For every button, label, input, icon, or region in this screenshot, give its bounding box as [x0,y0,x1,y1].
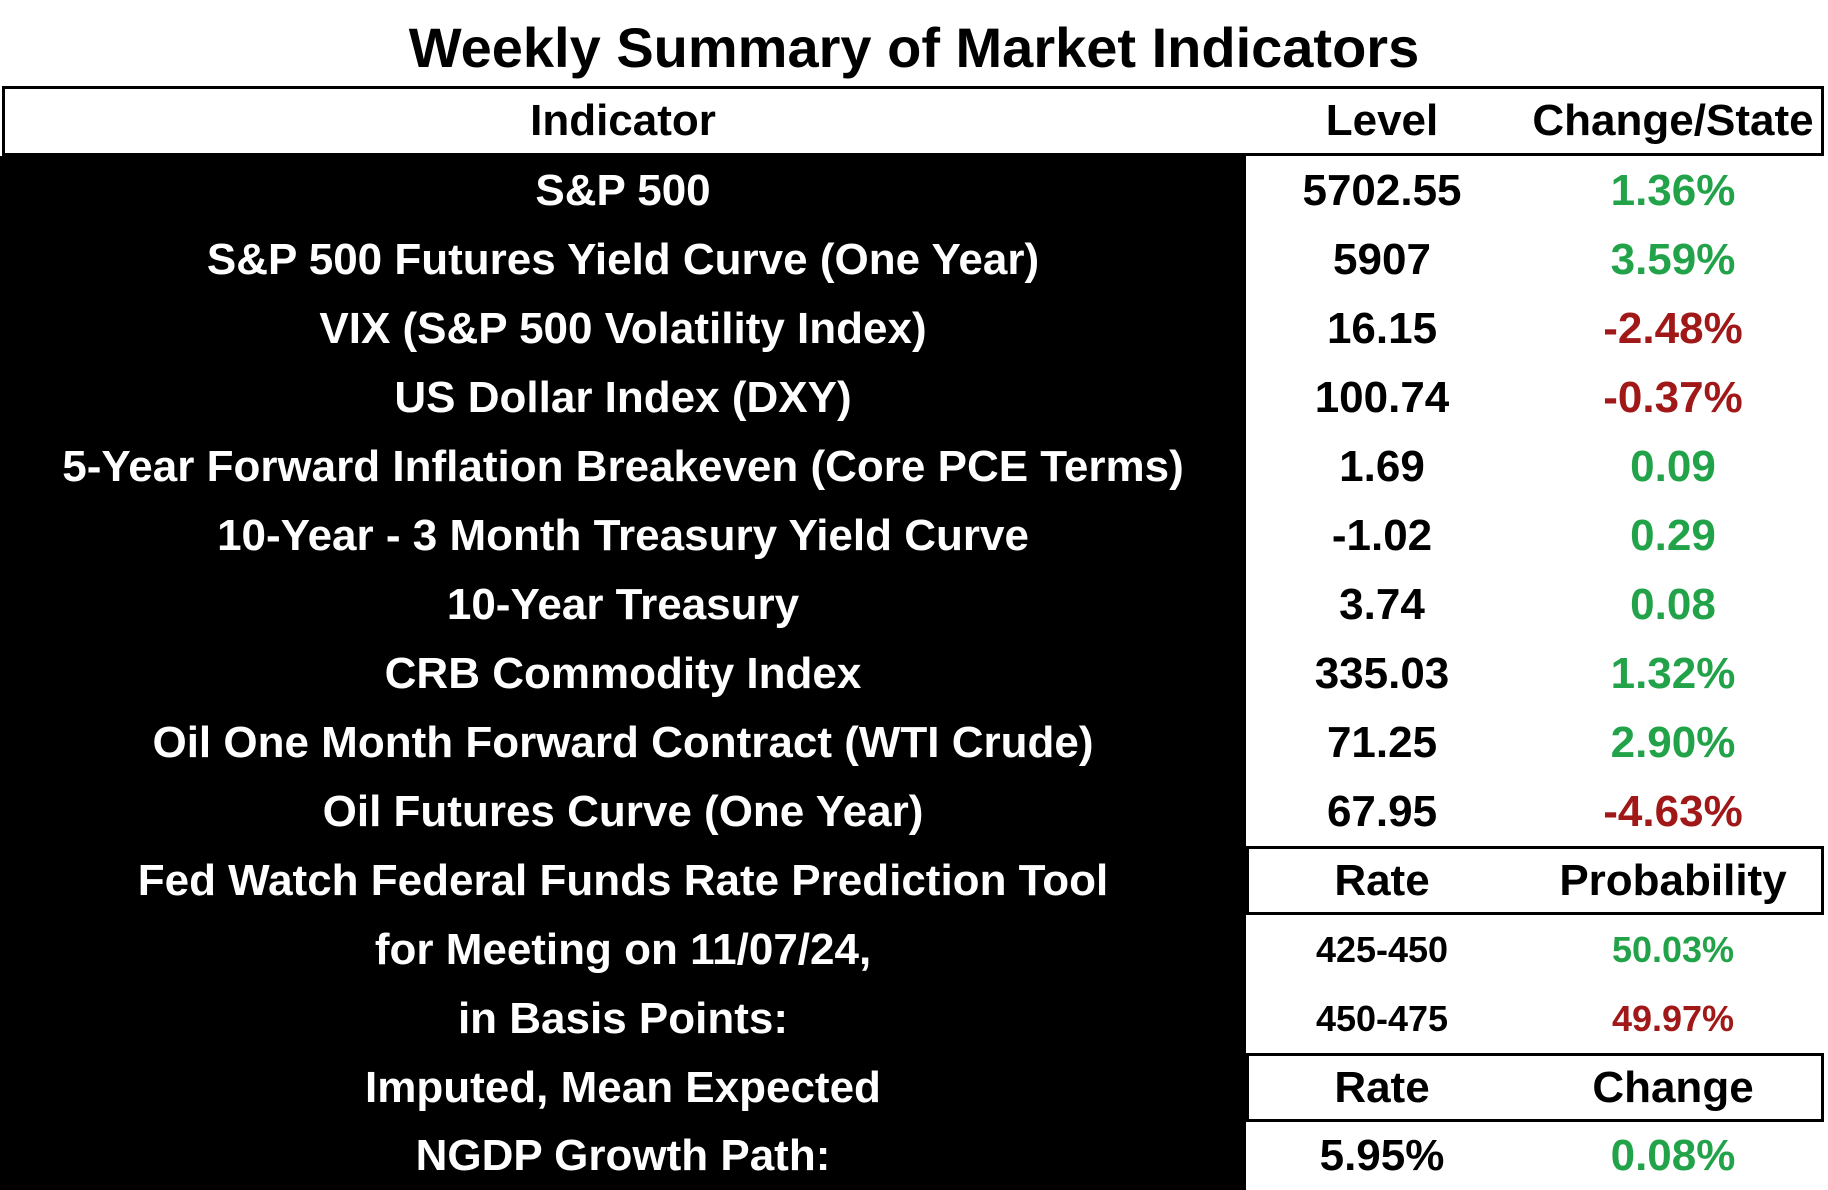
fedwatch-probability: 49.97% [1611,997,1735,1039]
indicator-change: 3.59% [1610,234,1736,284]
indicator-change: 0.29 [1630,510,1716,560]
indicator-name: S&P 500 Futures Yield Curve (One Year) [0,225,1246,294]
fedwatch-prob-header: Probability [1559,855,1787,905]
header-change: Change/State [1532,96,1814,145]
table-row: US Dollar Index (DXY) 100.74 -0.37% [0,363,1828,432]
indicator-change: 1.32% [1610,648,1736,698]
ngdp-header-border [1246,1053,1824,1122]
ngdp-change: 0.08% [1610,1131,1736,1180]
ngdp-rate-header: Rate [1334,1062,1430,1112]
indicator-name: 10-Year Treasury [0,570,1246,639]
indicator-name: Oil One Month Forward Contract (WTI Crud… [0,708,1246,777]
table-row: 10-Year - 3 Month Treasury Yield Curve -… [0,501,1828,570]
table-row: S&P 500 Futures Yield Curve (One Year) 5… [0,225,1828,294]
indicator-change: -0.37% [1603,372,1743,422]
fedwatch-header-row: Fed Watch Federal Funds Rate Prediction … [0,846,1828,915]
table-row: 10-Year Treasury 3.74 0.08 [0,570,1828,639]
indicator-change: 0.08 [1630,579,1716,629]
fedwatch-title-line2: for Meeting on 11/07/24, [0,915,1246,984]
indicator-change: -4.63% [1603,786,1743,836]
indicator-level: 67.95 [1246,777,1518,846]
indicator-name: US Dollar Index (DXY) [0,363,1246,432]
table-row: VIX (S&P 500 Volatility Index) 16.15 -2.… [0,294,1828,363]
fedwatch-rate: 450-475 [1246,984,1518,1053]
header-border [2,86,1824,156]
fedwatch-row: for Meeting on 11/07/24, 425-450 50.03% [0,915,1828,984]
ngdp-header-row: Imputed, Mean Expected Rate Change [0,1053,1828,1122]
table-row: Oil Futures Curve (One Year) 67.95 -4.63… [0,777,1828,846]
indicator-name: S&P 500 [0,156,1246,225]
table-row: CRB Commodity Index 335.03 1.32% [0,639,1828,708]
indicator-name: VIX (S&P 500 Volatility Index) [0,294,1246,363]
indicator-change: -2.48% [1603,303,1743,353]
indicator-name: CRB Commodity Index [0,639,1246,708]
ngdp-row: NGDP Growth Path: 5.95% 0.08% [0,1122,1828,1190]
indicator-name: 10-Year - 3 Month Treasury Yield Curve [0,501,1246,570]
ngdp-title-line1: Imputed, Mean Expected [0,1053,1246,1122]
ngdp-change-header: Change [1592,1062,1754,1112]
fedwatch-rate: 425-450 [1246,915,1518,984]
indicator-level: -1.02 [1246,501,1518,570]
indicator-level: 16.15 [1246,294,1518,363]
table-row: Oil One Month Forward Contract (WTI Crud… [0,708,1828,777]
indicator-level: 71.25 [1246,708,1518,777]
indicator-level: 5702.55 [1246,156,1518,225]
ngdp-title-line2: NGDP Growth Path: [0,1122,1246,1190]
indicator-level: 100.74 [1246,363,1518,432]
indicator-name: Oil Futures Curve (One Year) [0,777,1246,846]
fedwatch-probability: 50.03% [1611,928,1735,970]
indicator-level: 3.74 [1246,570,1518,639]
indicator-change: 2.90% [1610,717,1736,767]
table-row: S&P 500 5702.55 1.36% [0,156,1828,225]
table-row: 5-Year Forward Inflation Breakeven (Core… [0,432,1828,501]
ngdp-rate: 5.95% [1246,1122,1518,1190]
indicator-level: 335.03 [1246,639,1518,708]
fedwatch-title-line1: Fed Watch Federal Funds Rate Prediction … [0,846,1246,915]
indicator-name: 5-Year Forward Inflation Breakeven (Core… [0,432,1246,501]
header-level: Level [1325,96,1439,145]
page-title: Weekly Summary of Market Indicators [408,16,1420,79]
indicator-level: 5907 [1246,225,1518,294]
fedwatch-header-border [1246,846,1824,915]
indicator-change: 1.36% [1610,165,1736,215]
indicator-level: 1.69 [1246,432,1518,501]
indicator-change: 0.09 [1630,441,1716,491]
fedwatch-row: in Basis Points: 450-475 49.97% [0,984,1828,1053]
fedwatch-title-line3: in Basis Points: [0,984,1246,1053]
header-indicator: Indicator [530,96,716,145]
fedwatch-rate-header: Rate [1334,855,1430,905]
table-header: Indicator Level Change/State [0,86,1828,156]
